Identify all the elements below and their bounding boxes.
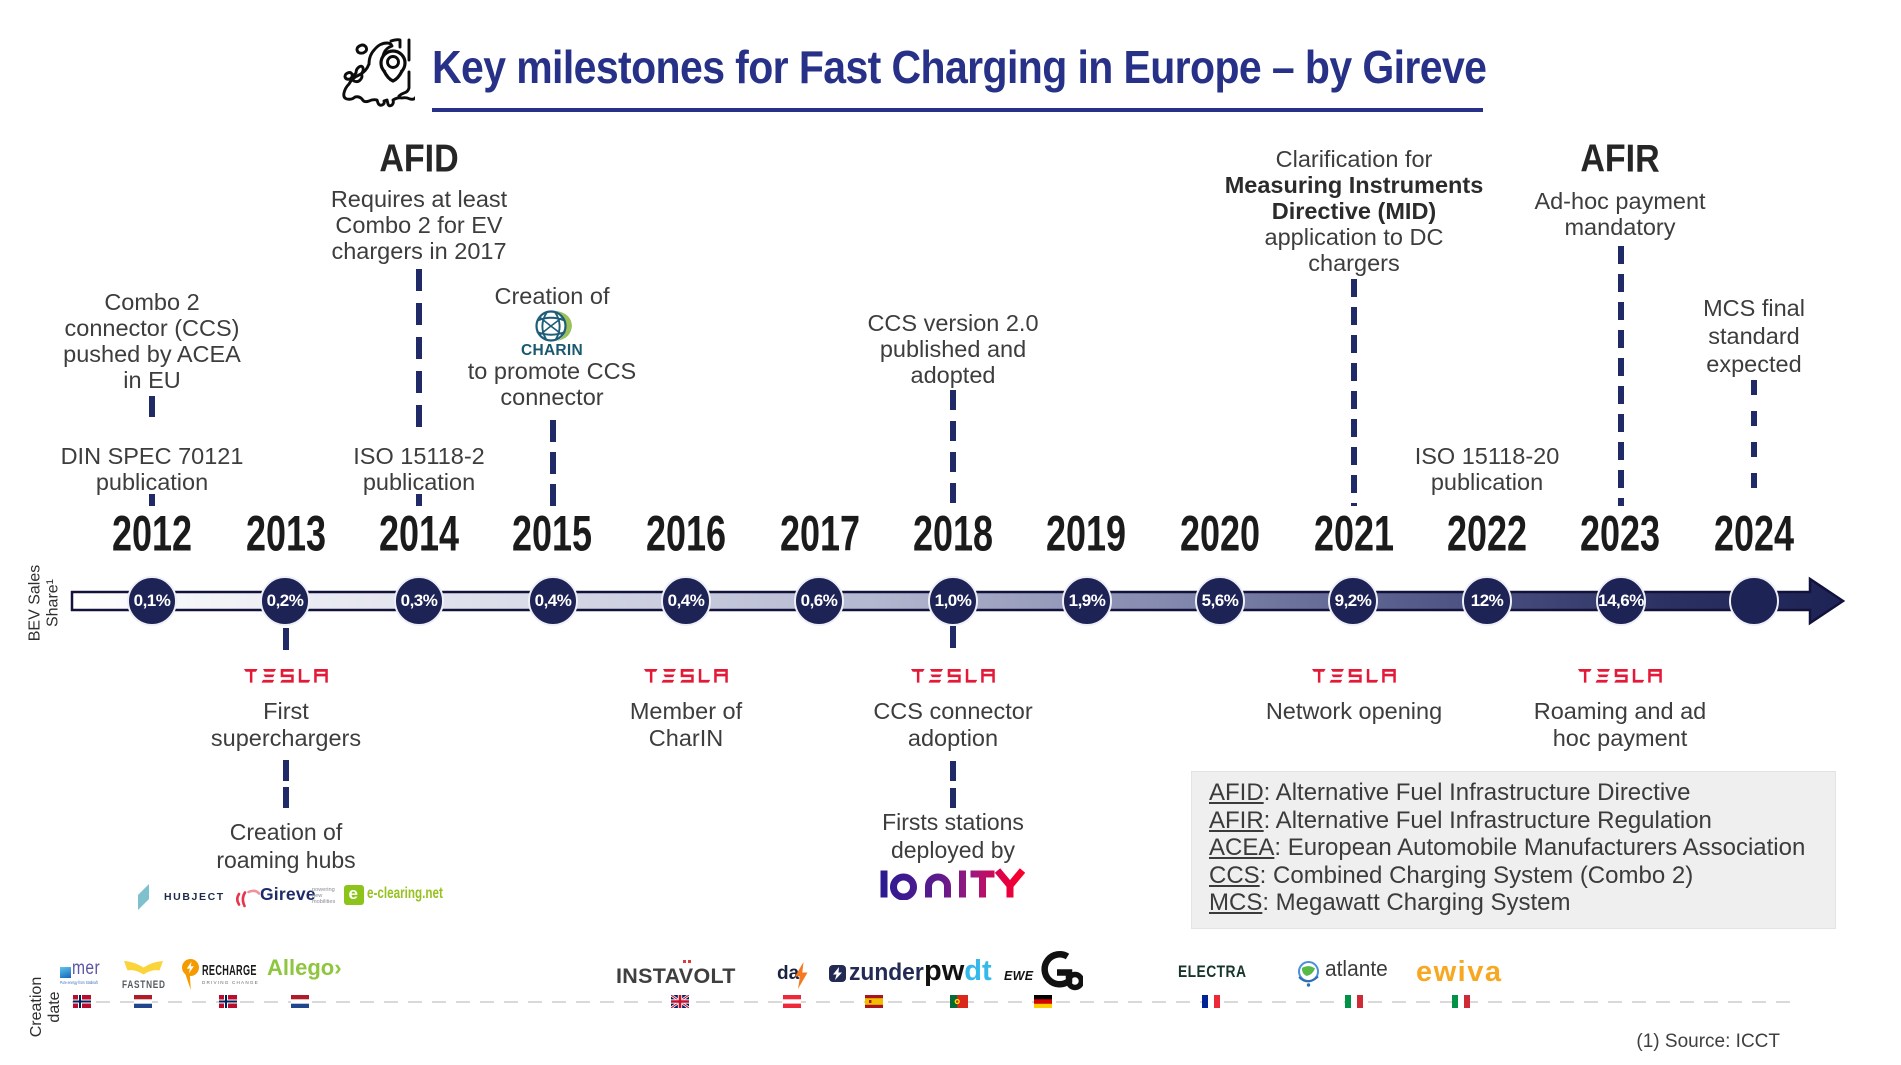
svg-text:CHARIN: CHARIN bbox=[521, 342, 583, 358]
